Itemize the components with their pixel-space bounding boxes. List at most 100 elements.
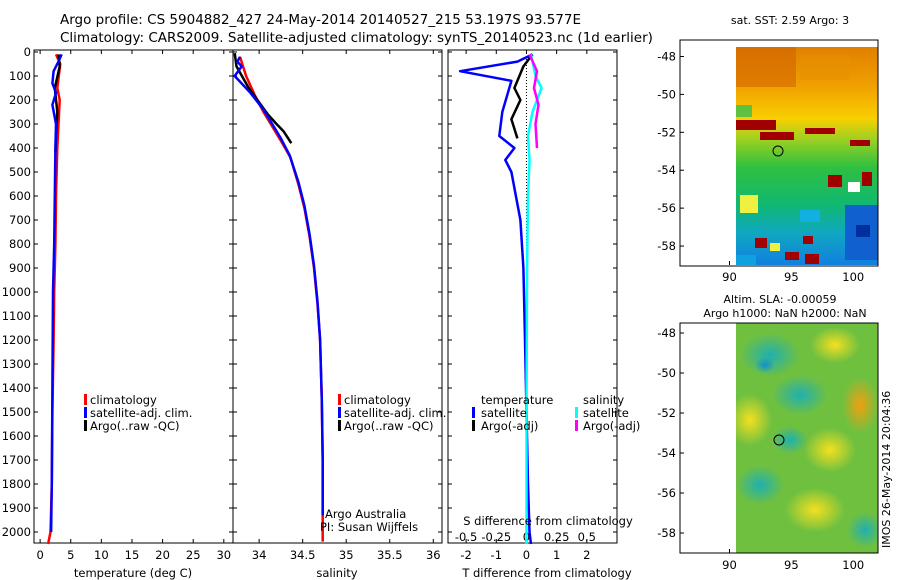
map-y-tick-label: -54 [657,446,676,460]
y-tick-label: 1100 [2,309,31,323]
map-y-tick-label: -58 [657,526,676,540]
x-tick-label: 35.5 [377,548,403,562]
x-tick-label: 1 [553,548,560,562]
legend-swatch-climatology [84,394,87,405]
x-tick-label: 25 [186,548,201,562]
map-y-tick-label: -50 [657,87,676,101]
map-y-tick-label: -56 [657,486,676,500]
argo-pi: PI: Susan Wijffels [320,520,418,534]
map-y-tick-label: -56 [657,201,676,215]
map-y-tick-label: -54 [657,163,676,177]
temperature-xlabel: temperature (deg C) [74,566,192,580]
s-tick-label: 0.25 [544,530,570,544]
legend-swatch-t-satellite [472,407,475,418]
sla-map-frame [679,322,879,554]
y-tick-label: 800 [9,237,31,251]
sla-map-image [736,323,878,553]
y-tick-label: 1400 [2,381,31,395]
y-tick-label: 1600 [2,429,31,443]
legend-swatch-t-argo [472,420,475,431]
salinity-profile-satellite-adj-line [233,56,324,516]
difference-legend: temperature salinity satellite Argo(-adj… [472,393,640,433]
y-tick-label: 500 [9,165,31,179]
difference-axes [447,49,618,544]
map-y-tick-label: -52 [657,125,676,139]
legend-swatch-argo [84,420,87,431]
header-line-2: Climatology: CARS2009. Satellite-adjuste… [60,30,653,46]
legend-swatch-s-satellite [575,407,578,418]
x-tick-label: 0 [36,548,43,562]
legend-title-temperature: temperature [481,393,553,407]
x-tick-label: 35 [339,548,354,562]
y-tick-label: 1800 [2,477,31,491]
y-tick-label: 300 [9,117,31,131]
map-y-tick-label: -48 [657,326,676,340]
sst-map-title: sat. SST: 2.59 Argo: 3 [731,14,849,27]
y-tick-label: 1300 [2,357,31,371]
legend-label-t-satellite: satellite [481,406,527,420]
legend-label-s-argo: Argo(-adj) [583,419,640,433]
map-x-tick-label: 95 [784,558,799,572]
x-tick-label: 34 [252,548,267,562]
x-tick-label: 20 [155,548,170,562]
x-tick-label: 15 [125,548,140,562]
y-tick-label: 200 [9,93,31,107]
salinity-xlabel: salinity [316,566,357,580]
legend-label-satellite: satellite-adj. clim. [344,406,446,420]
argo-program: Argo Australia [325,507,406,521]
y-tick-label: 2000 [2,525,31,539]
sst-float-marker [772,145,784,157]
legend-swatch-s-argo [575,420,578,431]
legend-label-satellite: satellite-adj. clim. [90,406,192,420]
legend-label-t-argo: Argo(-adj) [481,419,538,433]
y-tick-label: 700 [9,213,31,227]
temperature-profile-satellite-adj-line [49,53,63,533]
legend-label-climatology: climatology [90,393,157,407]
y-tick-label: 900 [9,261,31,275]
legend-title-salinity: salinity [583,393,624,407]
map-y-tick-label: -52 [657,406,676,420]
y-tick-label: 1900 [2,501,31,515]
map-x-tick-label: 90 [722,558,737,572]
map-y-tick-label: -50 [657,366,676,380]
difference-xlabel: T difference from climatology [461,566,632,580]
x-tick-label: 2 [583,548,590,562]
legend-swatch-satellite [84,407,87,418]
x-tick-label: 0 [523,548,530,562]
y-tick-label: 400 [9,141,31,155]
legend-label-argo: Argo(..raw -QC) [90,419,180,433]
map-x-tick-label: 100 [842,270,864,284]
x-tick-label: 36 [426,548,441,562]
sla-map-title-2: Argo h1000: NaN h2000: NaN [703,307,866,320]
map-x-tick-label: 90 [722,270,737,284]
map-y-tick-label: -58 [657,239,676,253]
legend-swatch-satellite [338,407,341,418]
s-tick-label: -0.5 [455,530,477,544]
sla-map-title-1: Altim. SLA: -0.00059 [723,293,836,306]
salinity-axes [232,49,443,544]
y-tick-label: 1700 [2,453,31,467]
map-x-tick-label: 100 [842,558,864,572]
x-tick-label: -2 [460,548,471,562]
difference-profile-s-satellite-line [525,54,543,544]
difference-profile-t-argo-line [510,53,534,139]
legend-swatch-argo [338,420,341,431]
x-tick-label: 34.5 [290,548,316,562]
y-tick-label: 0 [24,45,31,59]
header-line-1: Argo profile: CS 5904882_427 24-May-2014… [60,12,581,28]
temperature-axes [33,49,234,544]
x-tick-label: -1 [491,548,502,562]
legend-label-argo: Argo(..raw -QC) [344,419,434,433]
y-tick-label: 100 [9,69,31,83]
legend-swatch-climatology [338,394,341,405]
sst-map-frame [679,39,879,267]
sst-map-image [736,47,878,265]
x-tick-label: 30 [216,548,231,562]
legend-label-climatology: climatology [344,393,411,407]
timestamp-stamp: IMOS 26-May-2014 20:04:36 [880,391,893,548]
salinity-legend: climatology satellite-adj. clim. Argo(..… [338,393,446,433]
difference-profile-s-argo-line [528,53,540,149]
x-tick-label: 5 [67,548,74,562]
y-tick-label: 1200 [2,333,31,347]
